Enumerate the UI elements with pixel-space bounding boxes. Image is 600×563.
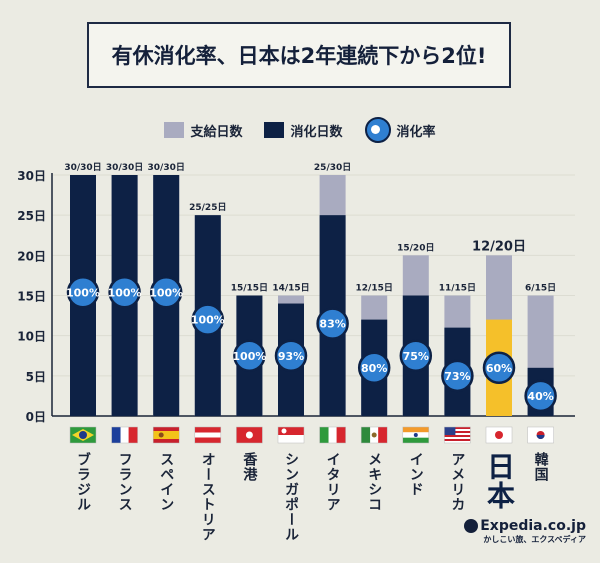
rate-label: 83%	[319, 318, 345, 331]
category-label: 韓国	[532, 452, 549, 482]
category-label: 香港	[241, 452, 258, 482]
data-label: 25/30日	[314, 162, 351, 173]
y-tick-label: 25日	[17, 209, 46, 223]
legend-label: 消化率	[396, 124, 436, 140]
rate-circle	[191, 303, 225, 336]
data-label: 12/15日	[356, 283, 393, 294]
austria-flag-icon	[194, 426, 222, 444]
rate-label: 40%	[527, 390, 553, 403]
y-tick-label: 20日	[17, 249, 46, 263]
category-label: 日本	[483, 452, 516, 510]
rate-circle	[482, 351, 516, 385]
category-label: スペイン	[158, 452, 175, 512]
category-label: ブラジル	[75, 452, 91, 512]
data-label: 15/20日	[397, 242, 434, 253]
logo-name: Expedia.co.jp	[480, 518, 586, 534]
rate-label: 100%	[108, 286, 142, 299]
y-tick-label: 0日	[26, 410, 46, 424]
chart-title: 有休消化率、日本は2年連続下から2位!	[87, 22, 511, 88]
brazil-flag-icon	[69, 426, 97, 444]
y-tick-label: 30日	[17, 169, 46, 183]
rate-circle	[399, 339, 433, 372]
category-label: オーストリア	[199, 452, 216, 542]
rate-label: 80%	[361, 362, 387, 375]
category-label: インド	[407, 452, 424, 497]
rate-circle	[441, 359, 474, 393]
legend-item-rate: 消化率	[364, 117, 436, 143]
data-label: 11/15日	[439, 283, 476, 294]
india-flag-icon	[402, 426, 430, 444]
italy-flag-icon	[319, 426, 346, 444]
legend-swatch-used	[264, 122, 285, 138]
category-label: メキシコ	[366, 452, 383, 512]
singapore-flag-icon	[277, 426, 305, 444]
rate-circle	[108, 276, 141, 309]
rate-label: 73%	[444, 370, 470, 383]
globe-icon	[464, 519, 479, 533]
data-label: 15/15日	[231, 283, 268, 294]
y-tick-label: 15日	[17, 290, 46, 304]
spain-flag-icon	[152, 426, 180, 444]
rate-circle	[66, 276, 100, 309]
japan-flag-icon	[485, 426, 513, 444]
rate-label: 93%	[278, 350, 304, 363]
legend-swatch-granted	[164, 122, 185, 138]
legend-label: 支給日数	[190, 124, 243, 140]
usa-flag-icon	[444, 426, 471, 444]
hongkong-flag-icon	[236, 426, 263, 444]
data-label: 30/30日	[106, 162, 143, 173]
rate-label: 75%	[403, 350, 429, 363]
data-label: 6/15日	[525, 283, 556, 294]
data-label: 30/30日	[148, 162, 185, 173]
mexico-flag-icon	[360, 426, 388, 444]
rate-label: 100%	[149, 286, 183, 299]
category-label: シンガポール	[283, 452, 299, 542]
korea-flag-icon	[527, 426, 554, 444]
rate-label: 100%	[191, 314, 225, 327]
legend: 支給日数 消化日数 消化率	[0, 117, 600, 143]
france-flag-icon	[111, 426, 138, 444]
rate-label: 100%	[66, 286, 100, 299]
expedia-logo: Expedia.co.jp かしこい旅、エクスペディア	[464, 518, 586, 545]
category-label: イタリア	[324, 452, 341, 512]
category-label: フランス	[116, 452, 133, 512]
data-label: 30/30日	[64, 162, 101, 173]
data-label: 12/20日	[472, 239, 526, 254]
legend-item-used: 消化日数	[264, 121, 343, 140]
y-tick-label: 10日	[17, 330, 46, 344]
rate-label: 60%	[486, 362, 512, 375]
rate-circle	[149, 276, 183, 309]
legend-label: 消化日数	[290, 124, 343, 140]
legend-item-granted: 支給日数	[164, 121, 242, 140]
legend-circle-rate	[364, 117, 391, 143]
rate-circle	[316, 307, 349, 340]
rate-circle	[357, 351, 391, 385]
data-label: 25/25日	[189, 202, 226, 213]
data-label: 14/15日	[272, 283, 309, 294]
y-tick-label: 5日	[26, 370, 46, 384]
rate-circle	[233, 339, 266, 372]
logo-tagline: かしこい旅、エクスペディア	[483, 535, 586, 544]
category-label: アメリカ	[449, 452, 466, 512]
rate-circle	[524, 379, 557, 413]
rate-circle	[274, 339, 308, 372]
rate-label: 100%	[232, 350, 266, 363]
